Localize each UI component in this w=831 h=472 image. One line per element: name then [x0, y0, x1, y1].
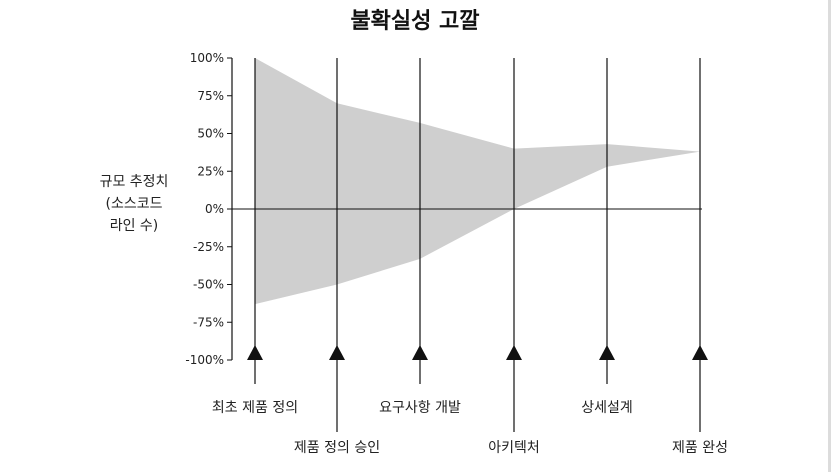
- y-tick-label: 25%: [197, 164, 224, 178]
- milestone-triangle-marker: [412, 345, 428, 360]
- milestone-triangle-marker: [599, 345, 615, 360]
- milestone-label: 제품 완성: [672, 440, 728, 456]
- y-tick-label: -100%: [185, 353, 224, 367]
- y-tick-label: 0%: [205, 202, 224, 216]
- y-tick-label: 100%: [190, 51, 224, 65]
- milestone-triangle-marker: [692, 345, 708, 360]
- milestone-label: 상세설계: [581, 400, 633, 416]
- milestone-label: 아키텍처: [488, 440, 540, 456]
- y-axis-label-line: (소스코드: [106, 196, 163, 212]
- y-axis-label-line: 라인 수): [110, 218, 159, 234]
- milestone-triangle-marker: [247, 345, 263, 360]
- milestone-label: 요구사항 개발: [379, 400, 461, 416]
- milestone-label: 최초 제품 정의: [212, 400, 298, 416]
- window-edge: [828, 0, 831, 472]
- uncertainty-band: [255, 58, 700, 305]
- y-tick-label: 50%: [197, 127, 224, 141]
- y-axis-label-line: 규모 추정치: [100, 174, 169, 190]
- y-tick-label: -25%: [193, 240, 224, 254]
- milestone-triangle-marker: [506, 345, 522, 360]
- chart-title: 불확실성 고깔: [350, 9, 479, 34]
- milestone-triangle-marker: [329, 345, 345, 360]
- milestone-label: 제품 정의 승인: [294, 440, 380, 456]
- y-tick-label: -75%: [193, 315, 224, 329]
- y-tick-label: 75%: [197, 89, 224, 103]
- y-tick-label: -50%: [193, 278, 224, 292]
